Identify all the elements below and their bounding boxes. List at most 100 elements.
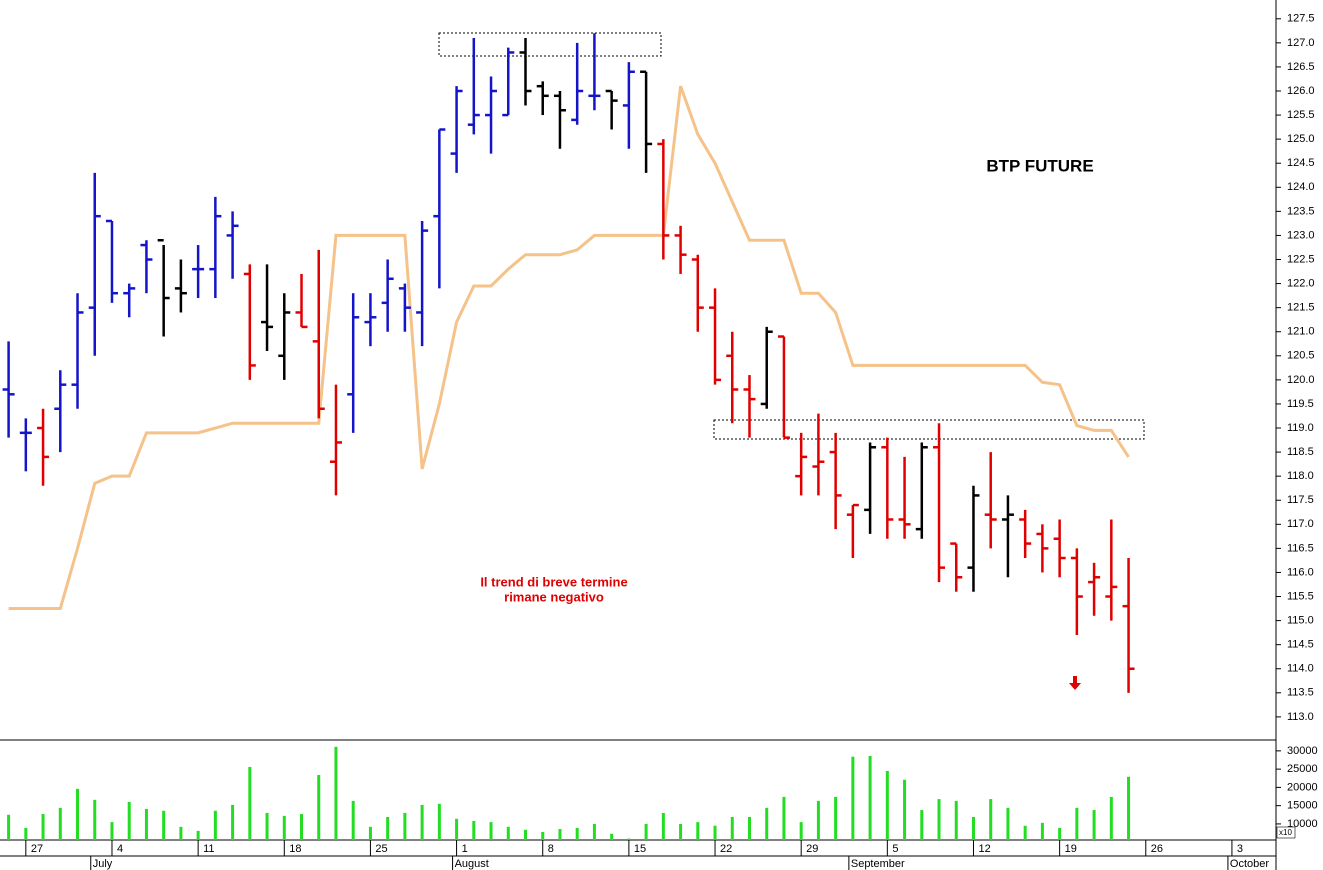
- volume-bar: [265, 812, 269, 840]
- y-tick-label: 113.0: [1287, 711, 1314, 723]
- volume-bar: [1058, 827, 1062, 840]
- volume-bar: [696, 822, 700, 840]
- y-tick-label: 116.5: [1287, 542, 1314, 554]
- x-tick-label: 1: [462, 843, 468, 855]
- volume-bar: [644, 823, 648, 840]
- volume-bar: [179, 826, 183, 840]
- volume-bar: [1006, 807, 1010, 840]
- volume-bar: [816, 800, 820, 840]
- volume-tick-label: 25000: [1287, 763, 1318, 775]
- volume-bar: [575, 827, 579, 840]
- volume-bar: [7, 814, 11, 840]
- y-tick-label: 119.5: [1287, 398, 1314, 410]
- x-tick-label: 25: [375, 843, 387, 855]
- volume-bar: [489, 822, 493, 840]
- volume-bar: [851, 756, 855, 840]
- month-label: July: [93, 858, 113, 870]
- x-tick-label: 26: [1151, 843, 1163, 855]
- month-label: August: [455, 858, 489, 870]
- overlay-line: [8, 85, 1130, 611]
- volume-bar: [386, 816, 390, 840]
- volume-bar: [317, 774, 321, 840]
- volume-bar: [455, 818, 459, 840]
- volume-bar: [541, 831, 545, 840]
- x-tick-label: 29: [806, 843, 818, 855]
- volume-tick-label: 15000: [1287, 800, 1318, 812]
- volume-bar: [679, 823, 683, 840]
- volume-bar: [1023, 825, 1027, 840]
- volume-bar: [592, 823, 596, 840]
- y-tick-label: 125.5: [1287, 109, 1315, 121]
- y-tick-label: 122.0: [1287, 277, 1315, 289]
- y-tick-label: 113.5: [1287, 687, 1314, 699]
- support-box: [713, 419, 1145, 440]
- y-tick-label: 127.5: [1287, 13, 1315, 25]
- y-tick-label: 120.5: [1287, 350, 1315, 362]
- volume-bar: [420, 804, 424, 840]
- chart-title: BTP FUTURE: [986, 156, 1093, 175]
- volume-bar: [524, 829, 527, 840]
- volume-bar: [231, 804, 235, 840]
- volume-bar: [58, 807, 62, 840]
- volume-bar: [713, 825, 717, 840]
- y-tick-label: 124.0: [1287, 181, 1315, 193]
- x-tick-label: 18: [289, 843, 301, 855]
- volume-bar: [971, 816, 975, 840]
- volume-bar: [1092, 810, 1096, 840]
- volume-bar: [162, 810, 166, 840]
- volume-bar: [437, 803, 441, 840]
- volume-bar: [282, 815, 286, 840]
- x-tick-label: 8: [548, 843, 554, 855]
- month-label: October: [1230, 858, 1269, 870]
- y-tick-label: 116.0: [1287, 566, 1314, 578]
- x-tick-label: 12: [978, 843, 990, 855]
- volume-bar: [334, 746, 338, 840]
- volume-bar: [506, 826, 510, 840]
- volume-bar: [954, 800, 958, 840]
- volume-bar: [24, 827, 28, 840]
- y-tick-label: 120.0: [1287, 374, 1315, 386]
- month-label: September: [851, 858, 905, 870]
- volume-bar: [799, 822, 803, 840]
- volume-bar: [93, 799, 97, 840]
- volume-bar: [300, 814, 304, 840]
- y-tick-label: 115.0: [1287, 615, 1314, 627]
- volume-unit: x10: [1279, 828, 1292, 837]
- y-tick-label: 125.0: [1287, 133, 1315, 145]
- volume-bar: [1075, 807, 1079, 840]
- y-tick-label: 115.5: [1287, 590, 1314, 602]
- volume-bar: [782, 796, 786, 840]
- y-tick-label: 123.5: [1287, 205, 1315, 217]
- y-tick-label: 121.5: [1287, 302, 1315, 314]
- x-tick-label: 27: [31, 843, 43, 855]
- y-tick-label: 114.5: [1287, 639, 1314, 651]
- volume-bar: [472, 821, 476, 840]
- volume-bar: [989, 799, 993, 840]
- x-tick-label: 15: [634, 843, 646, 855]
- volume-bar: [127, 802, 131, 840]
- volume-bar: [144, 808, 148, 840]
- y-tick-label: 119.0: [1287, 422, 1314, 434]
- x-tick-label: 5: [892, 843, 898, 855]
- y-tick-label: 124.5: [1287, 157, 1315, 169]
- resistance-box: [438, 32, 662, 57]
- x-tick-label: 11: [203, 843, 214, 855]
- x-tick-label: 4: [117, 843, 123, 855]
- volume-bar: [920, 810, 924, 840]
- volume-bar: [747, 816, 751, 840]
- y-tick-label: 122.5: [1287, 253, 1315, 265]
- y-tick-label: 117.0: [1287, 518, 1314, 530]
- y-tick-label: 127.0: [1287, 37, 1315, 49]
- volume-bar: [1109, 796, 1113, 840]
- volume-bar: [351, 800, 355, 840]
- volume-bar: [885, 770, 889, 840]
- y-tick-label: 126.0: [1287, 85, 1315, 97]
- volume-bar: [558, 829, 562, 840]
- volume-bar: [765, 807, 769, 840]
- volume-bar: [196, 830, 200, 840]
- y-tick-label: 114.0: [1287, 663, 1314, 675]
- volume-bar: [610, 833, 614, 840]
- volume-bar: [903, 779, 907, 840]
- y-tick-label: 121.0: [1287, 326, 1315, 338]
